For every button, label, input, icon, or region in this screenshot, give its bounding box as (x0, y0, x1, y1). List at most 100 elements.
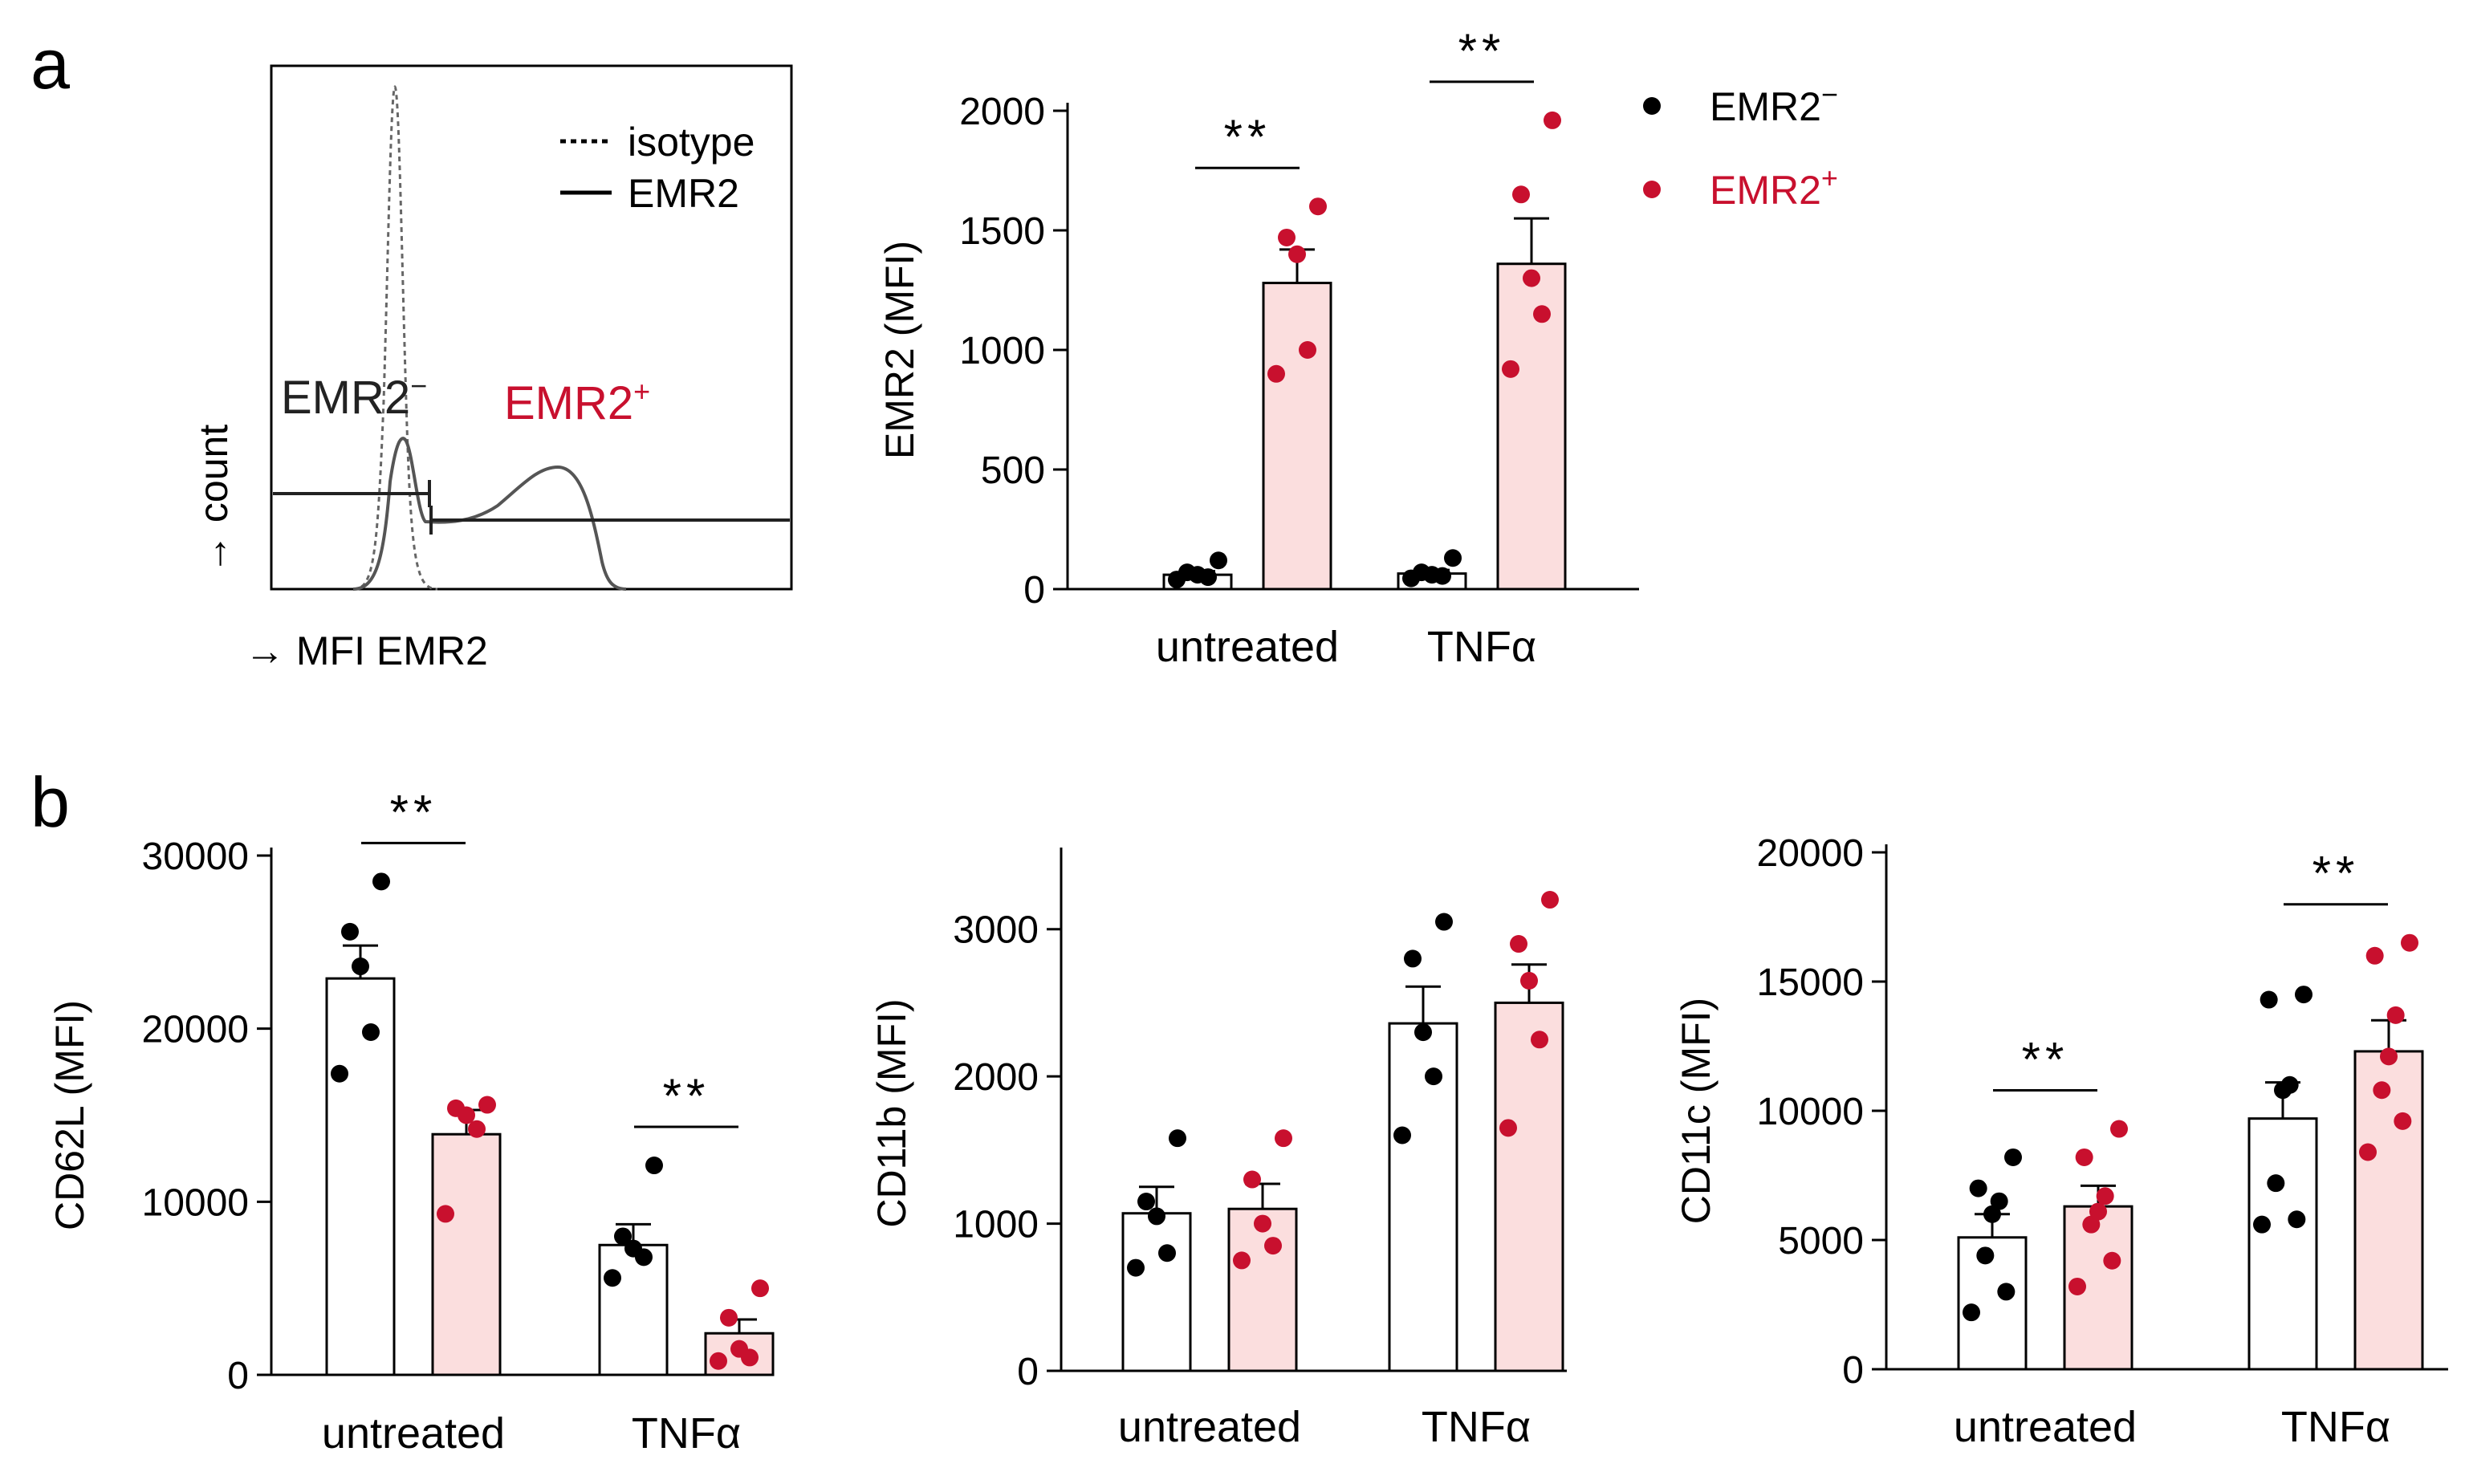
y-tick-label: 1500 (959, 210, 1045, 253)
histogram-legend: isotype EMR2 (560, 120, 755, 216)
bar (1121, 1212, 1192, 1372)
data-point (1990, 1192, 2008, 1210)
data-point (331, 1064, 348, 1083)
y-axis-label: EMR2 (MFI) (877, 241, 922, 459)
y-tick-label: 20000 (1757, 832, 1864, 875)
significance-label: ** (2022, 1033, 2069, 1087)
data-point (1523, 269, 1540, 287)
data-point (2394, 1112, 2412, 1130)
data-point (614, 1227, 632, 1246)
bar (2063, 1205, 2133, 1371)
histogram-ylabel: → count (191, 425, 236, 574)
y-axis-label: CD11b (MFI) (869, 998, 914, 1227)
data-point (1254, 1214, 1271, 1233)
gate-neg (273, 480, 431, 507)
data-point (1997, 1283, 2016, 1301)
legend-neg-text: EMR2− (1710, 78, 1838, 129)
data-point (1414, 1023, 1432, 1042)
data-point (2359, 1143, 2377, 1161)
significance-label: ** (1458, 24, 1506, 78)
data-point (1169, 1129, 1186, 1148)
data-point (751, 1279, 769, 1298)
data-point (341, 922, 359, 941)
data-point (1520, 971, 1538, 990)
data-point (1544, 111, 1561, 129)
data-point (1309, 197, 1327, 216)
data-point (1288, 245, 1306, 263)
data-point (2280, 1075, 2299, 1094)
data-point (2260, 990, 2278, 1009)
y-tick-label: 0 (1017, 1351, 1039, 1393)
legend-emr2-text: EMR2 (628, 171, 739, 216)
significance-label: ** (2312, 847, 2360, 901)
isotype-curve (352, 85, 438, 591)
data-point (645, 1157, 663, 1175)
data-point (1502, 360, 1519, 378)
data-point (447, 1099, 465, 1117)
bar (598, 1243, 669, 1376)
data-point (624, 1239, 642, 1258)
data-point (1976, 1246, 1995, 1265)
data-point (2110, 1120, 2128, 1138)
data-point (2380, 1047, 2398, 1066)
data-point (1210, 551, 1227, 570)
data-point (2373, 1081, 2391, 1100)
data-point (437, 1205, 454, 1223)
data-point (2267, 1174, 2285, 1193)
bar (1388, 1022, 1458, 1372)
data-point (1158, 1244, 1176, 1262)
x-category-label: TNFα (632, 1409, 741, 1458)
data-point (1983, 1205, 2001, 1223)
y-tick-label: 3000 (953, 909, 1039, 952)
chart-cd11b: 0 1000 2000 3000 CD11b (MFI) untreated TNFα (869, 848, 1567, 1451)
histogram-neg-label: EMR2− (281, 369, 427, 424)
bar (2353, 1050, 2424, 1371)
chart-cd11c: 0 5000 10000 15000 20000 CD11c (MFI) untreated… (1674, 832, 2448, 1451)
histogram-pos-label: EMR2+ (504, 375, 650, 429)
bar (431, 1132, 502, 1376)
y-tick-label: 0 (1023, 569, 1045, 612)
data-point (362, 1023, 380, 1041)
histogram-panel: isotype EMR2 EMR2− EMR2+ → MFI EMR2 → co… (191, 64, 793, 673)
data-point (1178, 563, 1196, 582)
legend-pos-marker (1643, 181, 1661, 198)
data-point (2068, 1277, 2086, 1295)
panel-a-label: a (31, 24, 70, 104)
data-point (1425, 1067, 1442, 1086)
data-point (1148, 1207, 1165, 1226)
histogram-xlabel: → MFI EMR2 (245, 628, 488, 673)
data-point (1533, 305, 1551, 323)
x-category-label: untreated (322, 1409, 505, 1458)
y-tick-label: 2000 (959, 91, 1045, 133)
legend-neg-marker (1643, 97, 1661, 115)
data-point (1243, 1170, 1261, 1189)
data-point (1435, 913, 1453, 931)
bar (1262, 282, 1332, 591)
legend-pos-text: EMR2+ (1710, 161, 1838, 213)
bar (1494, 1001, 1564, 1372)
data-point (2103, 1251, 2121, 1270)
y-tick-label: 1000 (959, 330, 1045, 372)
y-tick-label: 0 (227, 1355, 249, 1397)
y-tick-label: 10000 (142, 1181, 249, 1224)
panel-b-label: b (31, 762, 70, 842)
data-point (2089, 1202, 2107, 1221)
data-point (604, 1269, 621, 1287)
data-point (1510, 935, 1527, 953)
y-tick-label: 20000 (142, 1009, 249, 1051)
chart-emr2: 0 500 1000 1500 2000 EMR2 (MFI) untreated TNFα *… (877, 24, 1639, 671)
legend-isotype-text: isotype (628, 120, 755, 165)
bar (1496, 262, 1567, 591)
data-point (2096, 1187, 2114, 1205)
data-point (730, 1340, 748, 1358)
data-point (1393, 1126, 1411, 1145)
y-tick-label: 5000 (1778, 1220, 1864, 1262)
data-point (720, 1308, 738, 1327)
data-point (2082, 1215, 2101, 1234)
data-point (1127, 1258, 1145, 1277)
data-point (1963, 1303, 1980, 1322)
data-point (1969, 1179, 1987, 1197)
data-point (1299, 341, 1316, 359)
data-point (2295, 986, 2312, 1004)
